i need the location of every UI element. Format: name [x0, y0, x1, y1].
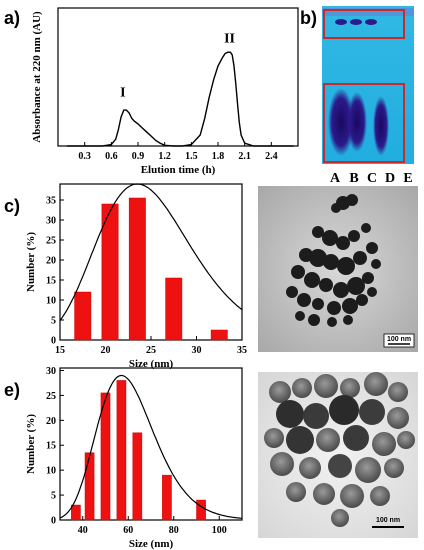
gel-well-band-c	[365, 19, 377, 25]
gel-band-a	[328, 88, 354, 156]
gel-well-band-b	[350, 19, 362, 25]
x-tick-label: 60	[123, 525, 133, 536]
bar	[100, 392, 111, 521]
y-tick-label: 25	[46, 391, 56, 402]
x-tick-label: 0.3	[78, 151, 91, 162]
panel-label-a: a)	[4, 8, 20, 28]
gel-band-d	[373, 96, 389, 156]
series-line	[66, 51, 294, 147]
y-axis-title: Number (%)	[25, 232, 37, 292]
x-tick-label: 0.9	[132, 151, 145, 162]
chart-c-size-distribution: 15 20 25 30 35 0 5 10 15 20 25 30 35 Size (nm) Number …	[25, 183, 247, 370]
bar	[210, 329, 228, 341]
bar	[128, 197, 146, 341]
y-axis-title: Number (%)	[25, 414, 37, 474]
y-tick-label: 35	[46, 196, 56, 207]
gel-lane-label: D	[385, 171, 395, 186]
tem-d-particles	[286, 194, 381, 327]
y-tick-label: 0	[51, 516, 56, 527]
plot-frame-a	[57, 7, 299, 147]
bar	[74, 291, 92, 341]
peak-label: II	[224, 32, 235, 47]
x-axis-title: Size (nm)	[129, 538, 174, 550]
gel-band-b	[347, 92, 367, 152]
chart-e-size-distribution: 40 60 80 100 0 5 10 15 20 25 30 Size (nm) Number (%)	[25, 366, 243, 550]
x-tick-label: 1.5	[185, 151, 198, 162]
bar	[196, 499, 206, 521]
y-tick-label: 20	[46, 256, 56, 267]
x-tick-label: 40	[78, 525, 88, 536]
fit-curve	[59, 183, 243, 321]
peak-label: I	[120, 85, 125, 100]
tem-f-scale-label: 100 nm	[376, 517, 400, 524]
x-tick-label: 2.4	[265, 151, 278, 162]
y-tick-label: 30	[46, 366, 56, 377]
y-tick-label: 15	[46, 441, 56, 452]
y-axis-title: Absorbance at 220 nm (AU)	[31, 11, 43, 143]
gel-lane-label: C	[367, 171, 377, 186]
plot-frame-e	[59, 367, 243, 521]
chart-a-elution: 0.3 0.6 0.9 1.2 1.5 1.8 2.1 2.4 Elution time (h)…	[31, 7, 299, 176]
gel-lane-label: E	[403, 171, 412, 186]
panel-label-e: e)	[4, 380, 20, 400]
fit-curve	[59, 374, 243, 519]
panel-label-b: b)	[300, 8, 317, 28]
tem-f-scale-bar: 100 nm	[372, 517, 404, 528]
panel-label-c: c)	[4, 196, 20, 216]
bar	[71, 504, 81, 521]
y-tick-label: 5	[51, 491, 56, 502]
gel-well-band-a	[335, 19, 347, 25]
y-tick-label: 5	[51, 316, 56, 327]
bar	[162, 474, 172, 521]
x-tick-label: 20	[101, 345, 111, 356]
gel-highlight-box-top	[323, 9, 405, 39]
x-tick-label: 2.1	[238, 151, 251, 162]
y-tick-label: 20	[46, 416, 56, 427]
tem-d-scale-bar: 100 nm	[383, 333, 415, 348]
x-axis-title: Size (nm)	[129, 358, 174, 370]
gel-well-strip	[322, 8, 414, 16]
gel-lane-label: B	[349, 171, 358, 186]
y-tick-label: 0	[51, 336, 56, 347]
x-tick-label: 80	[169, 525, 179, 536]
y-tick-label: 30	[46, 216, 56, 227]
bar	[132, 432, 143, 521]
tem-d-scale-label: 100 nm	[387, 336, 411, 343]
tem-micrograph-d: 100 nm	[258, 186, 418, 352]
gel-highlight-box-bottom	[323, 83, 405, 163]
x-tick-label: 1.2	[158, 151, 171, 162]
tem-f-particles	[264, 372, 415, 527]
x-tick-label: 100	[212, 525, 227, 536]
x-tick-label: 0.6	[105, 151, 118, 162]
x-tick-label: 1.8	[212, 151, 225, 162]
y-tick-label: 10	[46, 296, 56, 307]
y-tick-label: 25	[46, 236, 56, 247]
y-tick-label: 10	[46, 466, 56, 477]
bar	[101, 203, 119, 341]
x-tick-label: 15	[55, 345, 65, 356]
y-tick-label: 15	[46, 276, 56, 287]
x-tick-label: 30	[192, 345, 202, 356]
gel-lane-label: A	[330, 171, 341, 186]
x-tick-label: 25	[146, 345, 156, 356]
bar	[84, 452, 95, 521]
bar	[116, 380, 127, 521]
x-tick-label: 35	[237, 345, 247, 356]
x-axis-title: Elution time (h)	[141, 164, 216, 176]
bar	[165, 277, 183, 341]
tem-micrograph-f: 100 nm	[258, 372, 418, 538]
